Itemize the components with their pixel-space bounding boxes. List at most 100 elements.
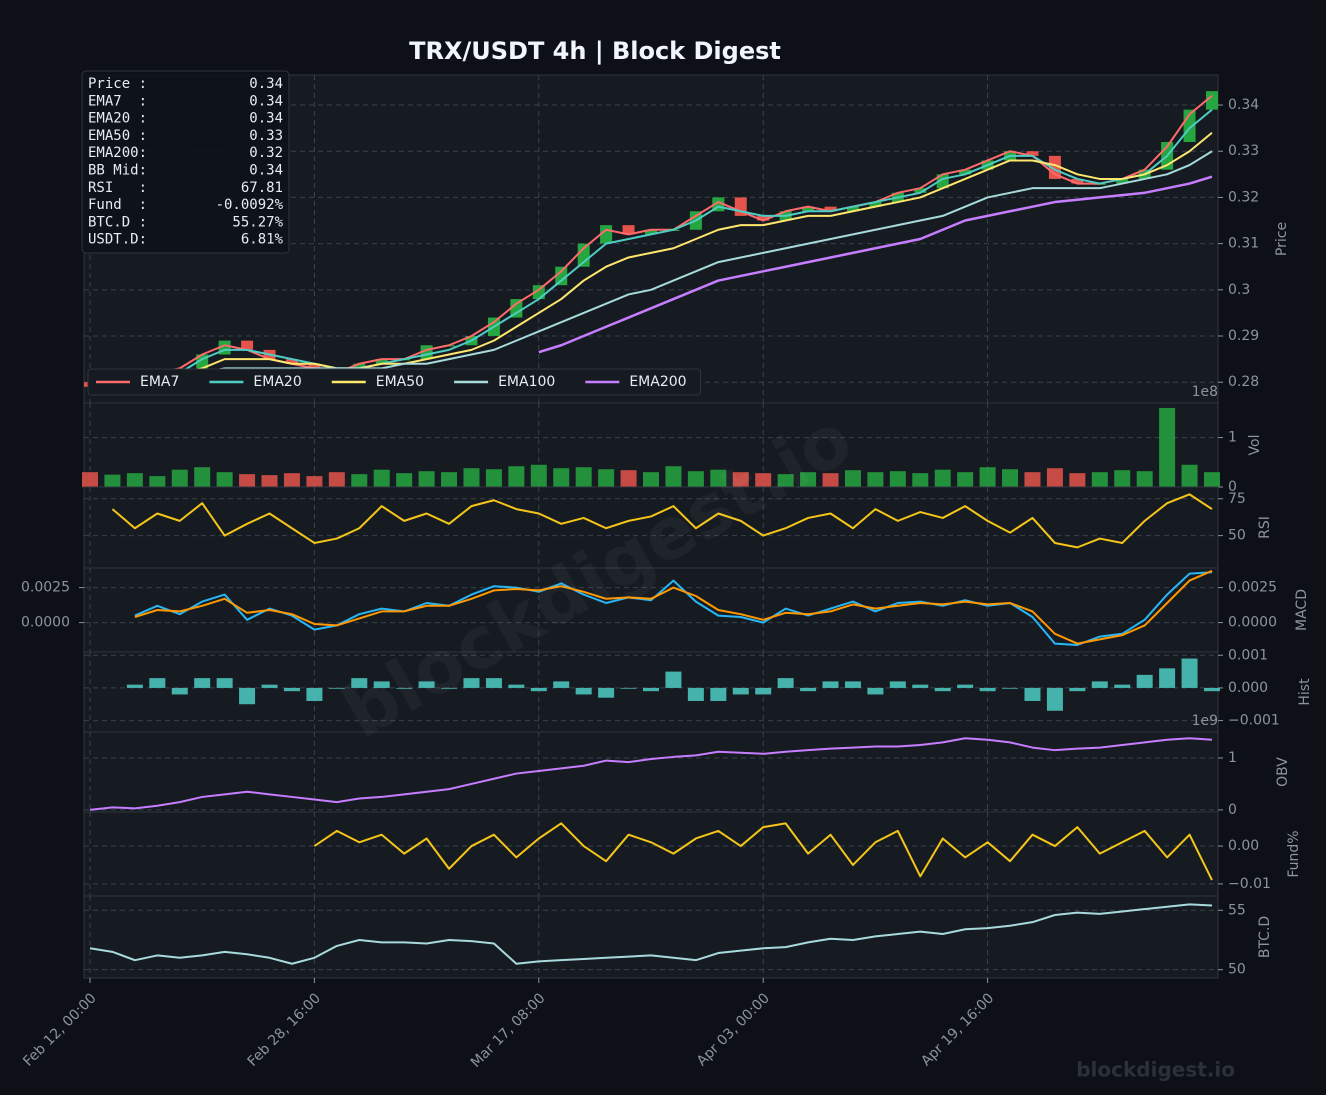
offset-label: 1e9 — [1192, 713, 1218, 729]
bar — [1114, 684, 1131, 688]
bar — [261, 475, 278, 487]
bar — [351, 474, 368, 487]
bar — [755, 473, 772, 487]
bar — [171, 469, 188, 487]
bar — [194, 678, 211, 688]
y-tick-label: 0 — [1228, 479, 1237, 495]
bar — [1024, 687, 1041, 701]
bar — [957, 684, 974, 688]
y-axis-label: Hist — [1297, 678, 1313, 706]
legend-label: EMA20 — [253, 374, 301, 390]
panel — [83, 731, 1219, 813]
bar — [373, 469, 390, 487]
candle — [959, 169, 972, 175]
y-tick-label: 0.0025 — [21, 580, 70, 596]
y-tick-label: 1 — [1228, 430, 1237, 446]
bar — [463, 678, 480, 688]
y-axis-label: Price — [1274, 222, 1290, 256]
bar — [575, 467, 592, 487]
y-tick-label: 0.0025 — [1228, 580, 1277, 596]
legend-box — [87, 368, 702, 396]
info-value: 67.81 — [241, 180, 283, 196]
candle — [308, 363, 321, 369]
bar — [844, 470, 861, 487]
candle — [510, 299, 523, 318]
bar — [710, 469, 727, 487]
info-label: Fund : — [88, 197, 147, 213]
bar — [1024, 472, 1041, 487]
y-tick-label: 0.28 — [1228, 374, 1259, 390]
y-tick-label: 0.0000 — [21, 615, 70, 631]
bar — [867, 472, 884, 487]
info-label: EMA7 : — [88, 93, 147, 109]
bar — [351, 678, 368, 688]
info-label: EMA50 : — [88, 128, 147, 144]
info-label: EMA20 : — [88, 111, 147, 127]
y-axis-label: Vol — [1247, 435, 1263, 456]
line — [89, 903, 1213, 965]
bar — [485, 678, 502, 688]
legend-label: EMA100 — [498, 374, 555, 390]
bar — [598, 469, 615, 487]
y-tick-label: 0.0000 — [1228, 615, 1277, 631]
bar — [1002, 469, 1019, 487]
candle — [375, 359, 388, 364]
bar — [1136, 674, 1153, 688]
line — [313, 822, 1213, 881]
offset-label: 1e8 — [1192, 384, 1218, 400]
bar — [328, 472, 345, 487]
bar — [508, 466, 525, 487]
bar — [126, 473, 143, 487]
info-label: EMA200: — [88, 145, 147, 161]
footer: blockdigest.io — [1076, 1058, 1235, 1082]
line — [89, 737, 1213, 811]
bar — [912, 473, 929, 487]
info-value: 6.81% — [241, 232, 284, 248]
bar — [396, 473, 413, 487]
bar — [800, 472, 817, 487]
bar — [687, 687, 704, 701]
bar — [1204, 472, 1220, 487]
line — [134, 571, 1213, 646]
chart-title: TRX/USDT 4h | Block Digest — [409, 37, 781, 65]
y-tick-label: 0 — [1228, 802, 1237, 818]
bar — [306, 687, 323, 701]
bar — [620, 470, 637, 487]
bar — [216, 472, 233, 487]
candle — [1206, 91, 1218, 110]
y-axis-label: RSI — [1257, 516, 1273, 539]
bar — [1069, 687, 1086, 692]
bar — [1002, 687, 1019, 689]
bar — [216, 678, 233, 688]
y-tick-label: 0.29 — [1228, 328, 1259, 344]
line — [538, 175, 1213, 354]
bar — [755, 687, 772, 695]
candle — [846, 206, 859, 212]
bar — [1204, 687, 1220, 692]
y-tick-label: 0.3 — [1228, 282, 1250, 298]
candle — [1026, 151, 1039, 156]
panel — [83, 895, 1219, 979]
info-value: 0.34 — [249, 93, 283, 109]
info-value: 0.32 — [249, 145, 283, 161]
candle — [241, 340, 254, 350]
bar — [508, 684, 525, 688]
bar — [1069, 473, 1086, 487]
bar — [283, 473, 300, 487]
line — [111, 493, 1213, 549]
candle — [285, 359, 298, 364]
bar — [710, 687, 727, 701]
line — [134, 569, 1213, 645]
legend-label: EMA7 — [140, 374, 179, 390]
bar — [104, 474, 121, 487]
bar — [643, 687, 659, 692]
bar — [665, 671, 682, 688]
bar — [553, 468, 570, 487]
legend: EMA7 EMA20 EMA50 EMA100 EMA200 — [87, 368, 702, 396]
info-label: Price : — [88, 76, 147, 92]
y-axis-label: BTC.D — [1257, 916, 1273, 958]
info-value: 0.34 — [249, 76, 283, 92]
info-value: -0.0092% — [216, 197, 284, 213]
bar — [844, 681, 861, 688]
